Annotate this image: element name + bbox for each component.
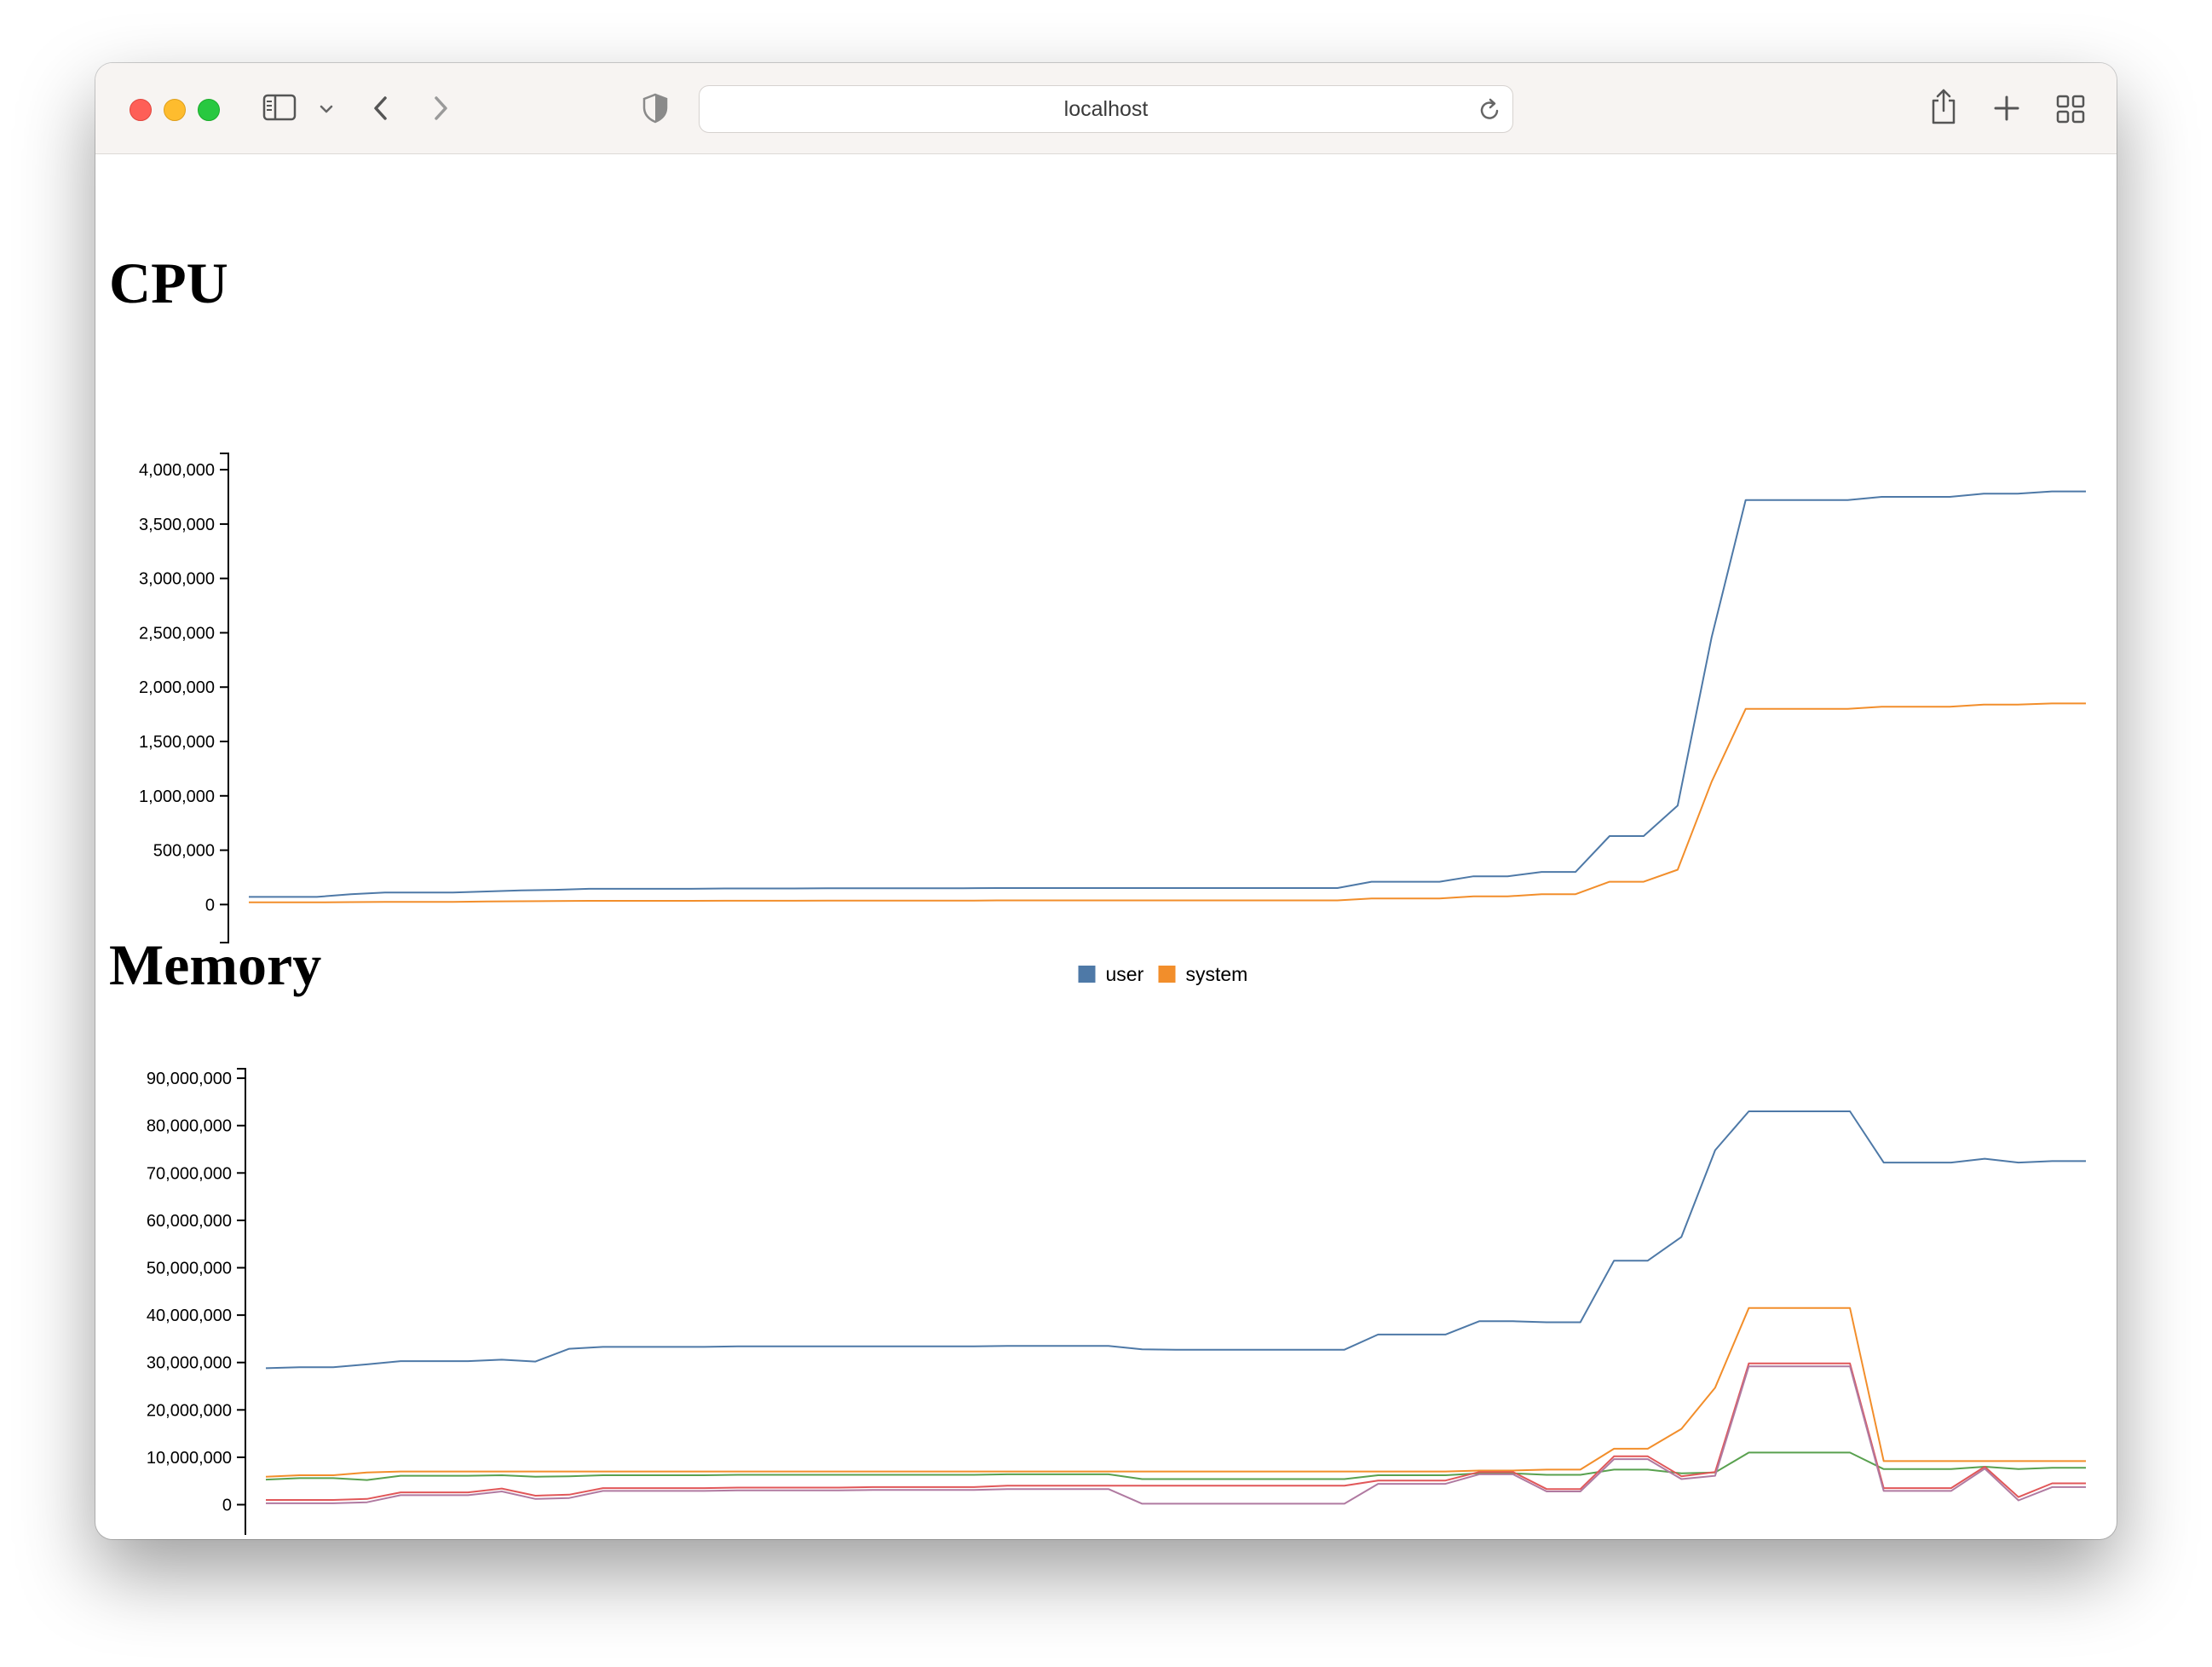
y-tick-label: 1,500,000 bbox=[139, 733, 215, 752]
legend-swatch bbox=[1158, 966, 1176, 983]
minimize-window-button[interactable] bbox=[164, 99, 186, 121]
y-axis-line bbox=[237, 1068, 246, 1535]
y-tick-label: 1,000,000 bbox=[139, 787, 215, 806]
sidebar-icon[interactable] bbox=[262, 94, 297, 123]
new-tab-icon[interactable] bbox=[1992, 94, 2021, 123]
series-line-heapTotal bbox=[265, 1306, 2086, 1478]
y-tick-label: 20,000,000 bbox=[147, 1401, 232, 1420]
legend: user system bbox=[1078, 963, 1248, 985]
y-tick-label: 10,000,000 bbox=[147, 1449, 232, 1468]
legend-label: user bbox=[1106, 963, 1144, 985]
memory-chart: 0 10,000,000 20,000,000 30,000,000 40,000,00… bbox=[147, 1068, 2086, 1535]
y-axis: 0 10,000,000 20,000,000 30,000,000 40,000,00… bbox=[147, 1068, 246, 1535]
series-line-arrayBuffers bbox=[266, 1365, 2086, 1505]
y-tick-label: 2,000,000 bbox=[139, 678, 215, 697]
y-tick-label: 2,500,000 bbox=[139, 624, 215, 643]
y-tick-label: 70,000,000 bbox=[147, 1164, 232, 1183]
y-tick-label: 60,000,000 bbox=[147, 1212, 232, 1231]
y-tick-label: 3,500,000 bbox=[139, 516, 215, 534]
legend-item-system: system bbox=[1158, 963, 1248, 985]
close-window-button[interactable] bbox=[130, 99, 152, 121]
y-tick-label: 0 bbox=[205, 896, 215, 914]
address-bar[interactable]: localhost bbox=[699, 85, 1513, 133]
y-tick-label: 30,000,000 bbox=[147, 1354, 232, 1373]
series-line-user bbox=[249, 490, 2086, 898]
series-line-rss bbox=[265, 1110, 2086, 1370]
series-line-system bbox=[249, 702, 2086, 903]
y-tick-label: 3,000,000 bbox=[139, 570, 215, 589]
y-tick-label: 500,000 bbox=[153, 842, 215, 861]
browser-window: localhost CPU 0 500,000 1,000,000 1,500,000… bbox=[95, 63, 2117, 1539]
share-icon[interactable] bbox=[1929, 87, 1958, 126]
legend-item-user: user bbox=[1078, 963, 1144, 985]
y-tick-label: 90,000,000 bbox=[147, 1070, 232, 1088]
page-content: CPU 0 500,000 1,000,000 1,500,000 2,000,000 2… bbox=[95, 154, 2117, 1539]
legend-swatch bbox=[1078, 966, 1096, 983]
chevron-down-icon[interactable] bbox=[317, 101, 336, 118]
y-tick-label: 50,000,000 bbox=[147, 1260, 232, 1278]
y-tick-label: 4,000,000 bbox=[139, 461, 215, 480]
zoom-window-button[interactable] bbox=[198, 99, 220, 121]
legend-label: system bbox=[1186, 963, 1248, 985]
reload-icon[interactable] bbox=[1478, 97, 1502, 123]
browser-toolbar: localhost bbox=[95, 63, 2117, 154]
series-line-heapUsed bbox=[265, 1451, 2086, 1481]
back-icon[interactable] bbox=[368, 94, 394, 123]
y-tick-label: 80,000,000 bbox=[147, 1117, 232, 1136]
y-axis: 0 500,000 1,000,000 1,500,000 2,000,000 2,500… bbox=[139, 453, 229, 943]
y-axis-line bbox=[220, 453, 229, 943]
cpu-chart: 0 500,000 1,000,000 1,500,000 2,000,000 2,500… bbox=[139, 453, 2086, 985]
cpu-heading: CPU bbox=[109, 251, 228, 315]
shield-icon[interactable] bbox=[641, 92, 670, 124]
forward-icon[interactable] bbox=[428, 94, 453, 123]
memory-heading: Memory bbox=[109, 932, 322, 997]
y-tick-label: 40,000,000 bbox=[147, 1306, 232, 1325]
series-line-external bbox=[266, 1362, 2086, 1501]
url-text: localhost bbox=[1063, 97, 1149, 121]
tab-overview-icon[interactable] bbox=[2055, 94, 2086, 124]
y-tick-label: 0 bbox=[222, 1497, 232, 1515]
